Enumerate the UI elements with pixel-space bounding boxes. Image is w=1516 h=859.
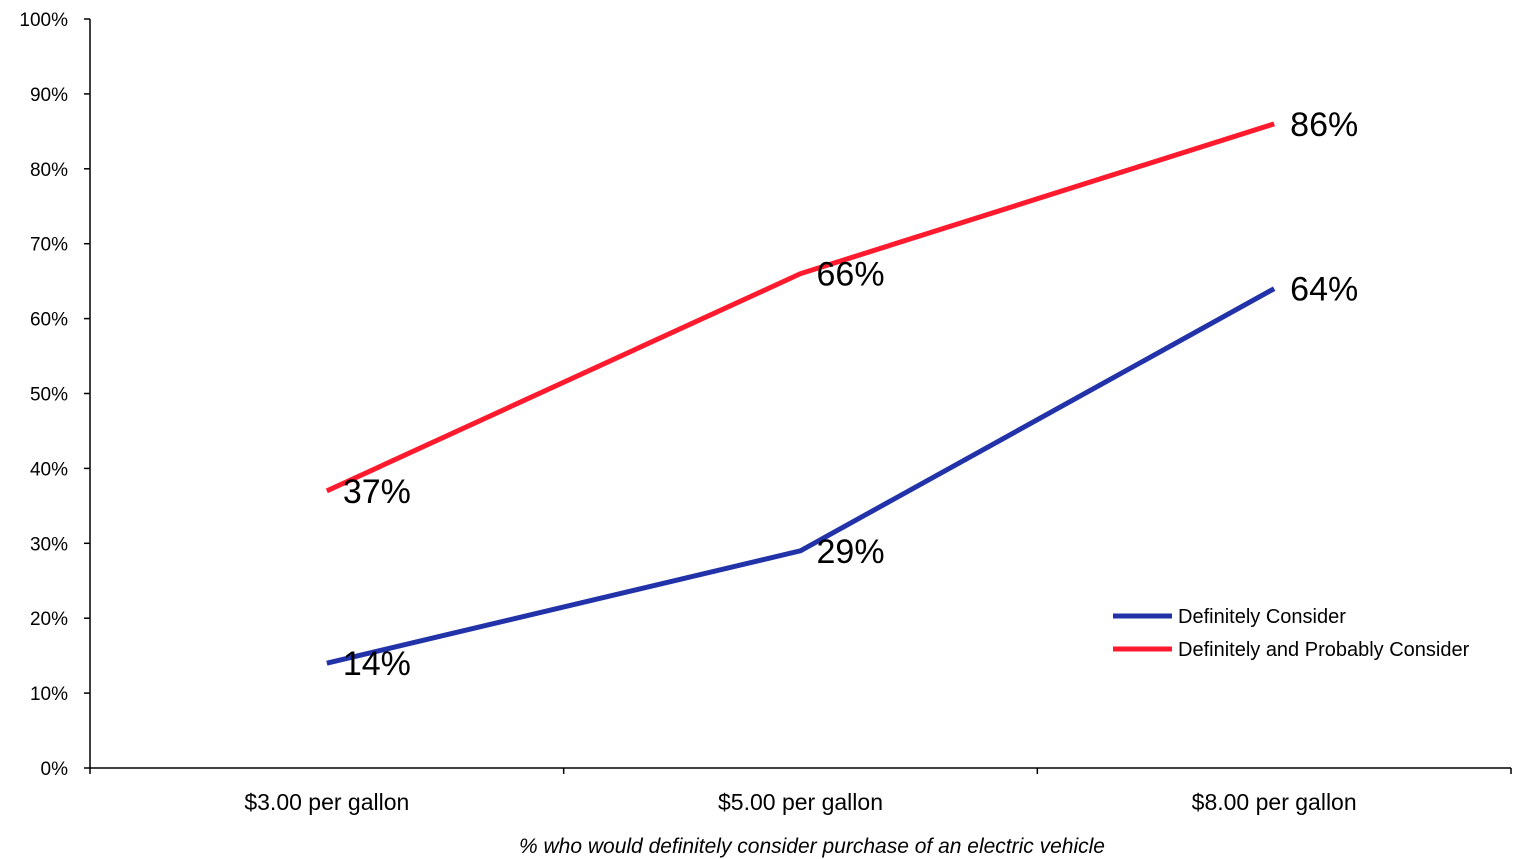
data-label: 64% <box>1290 271 1358 309</box>
y-tick-label: 40% <box>30 459 68 480</box>
data-label: 14% <box>343 645 411 683</box>
x-category-label: $8.00 per gallon <box>1192 789 1357 815</box>
data-label: 86% <box>1290 106 1358 144</box>
y-tick-label: 70% <box>30 235 68 256</box>
series-lines <box>325 121 1276 666</box>
y-axis: 0% 10% 20% 30% 40% 50% 60% 70% 80% 90% 100% <box>19 10 91 780</box>
x-category-label: $5.00 per gallon <box>718 789 883 815</box>
series-line-0 <box>326 286 1276 666</box>
y-tick-label: 90% <box>30 85 68 106</box>
data-label: 29% <box>817 533 885 571</box>
y-tick-label: 0% <box>41 759 69 780</box>
y-tick-label: 80% <box>30 160 68 181</box>
data-label: 37% <box>343 473 411 511</box>
x-axis-title: % who would definitely consider purchase… <box>519 835 1105 858</box>
y-tick-label: 30% <box>30 534 68 555</box>
legend-label: Definitely Consider <box>1178 606 1346 628</box>
legend-label: Definitely and Probably Consider <box>1178 639 1470 661</box>
series-line-1 <box>325 121 1275 494</box>
y-tick-label: 100% <box>19 10 68 31</box>
data-label: 66% <box>817 256 885 294</box>
y-tick-label: 50% <box>30 385 68 406</box>
x-axis: $3.00 per gallon $5.00 per gallon $8.00 pe… <box>89 767 1512 815</box>
y-tick-label: 10% <box>30 684 68 705</box>
legend: Definitely Consider Definitely and Probab… <box>1113 606 1470 661</box>
y-tick-label: 20% <box>30 609 68 630</box>
y-tick-label: 60% <box>30 310 68 331</box>
data-labels: 14% 29% 64% 37% 66% 86% <box>343 106 1358 683</box>
x-category-label: $3.00 per gallon <box>244 789 409 815</box>
